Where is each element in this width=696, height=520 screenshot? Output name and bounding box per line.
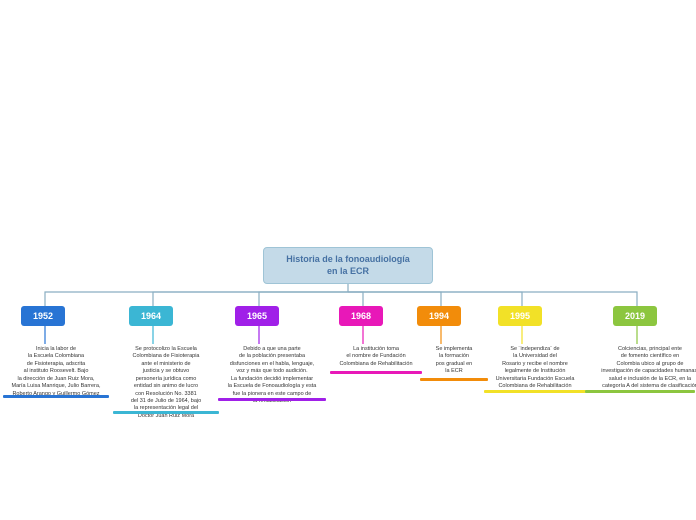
underline-1994	[420, 378, 488, 381]
underline-1965	[218, 398, 326, 401]
desc-1952: Inicia la labor dela Escuela Colombianad…	[3, 346, 109, 398]
underline-1968	[330, 371, 422, 374]
underline-1995	[484, 390, 586, 393]
root-node: Historia de la fonoaudiología en la ECR	[263, 247, 433, 284]
underline-2019	[585, 390, 695, 393]
year-node-1995: 1995	[498, 306, 542, 326]
year-node-1994: 1994	[417, 306, 461, 326]
desc-1994: Se implementala formaciónpos gradual enl…	[420, 346, 488, 376]
desc-1964: Se protocolizo la EscuelaColombiana de F…	[113, 346, 219, 420]
desc-1965: Debido a que una partede la población pr…	[218, 346, 326, 405]
year-node-1968: 1968	[339, 306, 383, 326]
root-title-line1: Historia de la fonoaudiología	[276, 254, 420, 266]
year-node-1964: 1964	[129, 306, 173, 326]
year-node-2019: 2019	[613, 306, 657, 326]
year-node-1952: 1952	[21, 306, 65, 326]
desc-1968: La institución tomael nombre de Fundació…	[330, 346, 422, 368]
underline-1952	[3, 395, 109, 398]
desc-1995: Se ¨independiza¨ dela Universidad delRos…	[484, 346, 586, 391]
desc-2019: Colciencias, principal entede fomento ci…	[585, 346, 696, 391]
year-node-1965: 1965	[235, 306, 279, 326]
underline-1964	[113, 411, 219, 414]
root-title-line2: en la ECR	[276, 266, 420, 278]
